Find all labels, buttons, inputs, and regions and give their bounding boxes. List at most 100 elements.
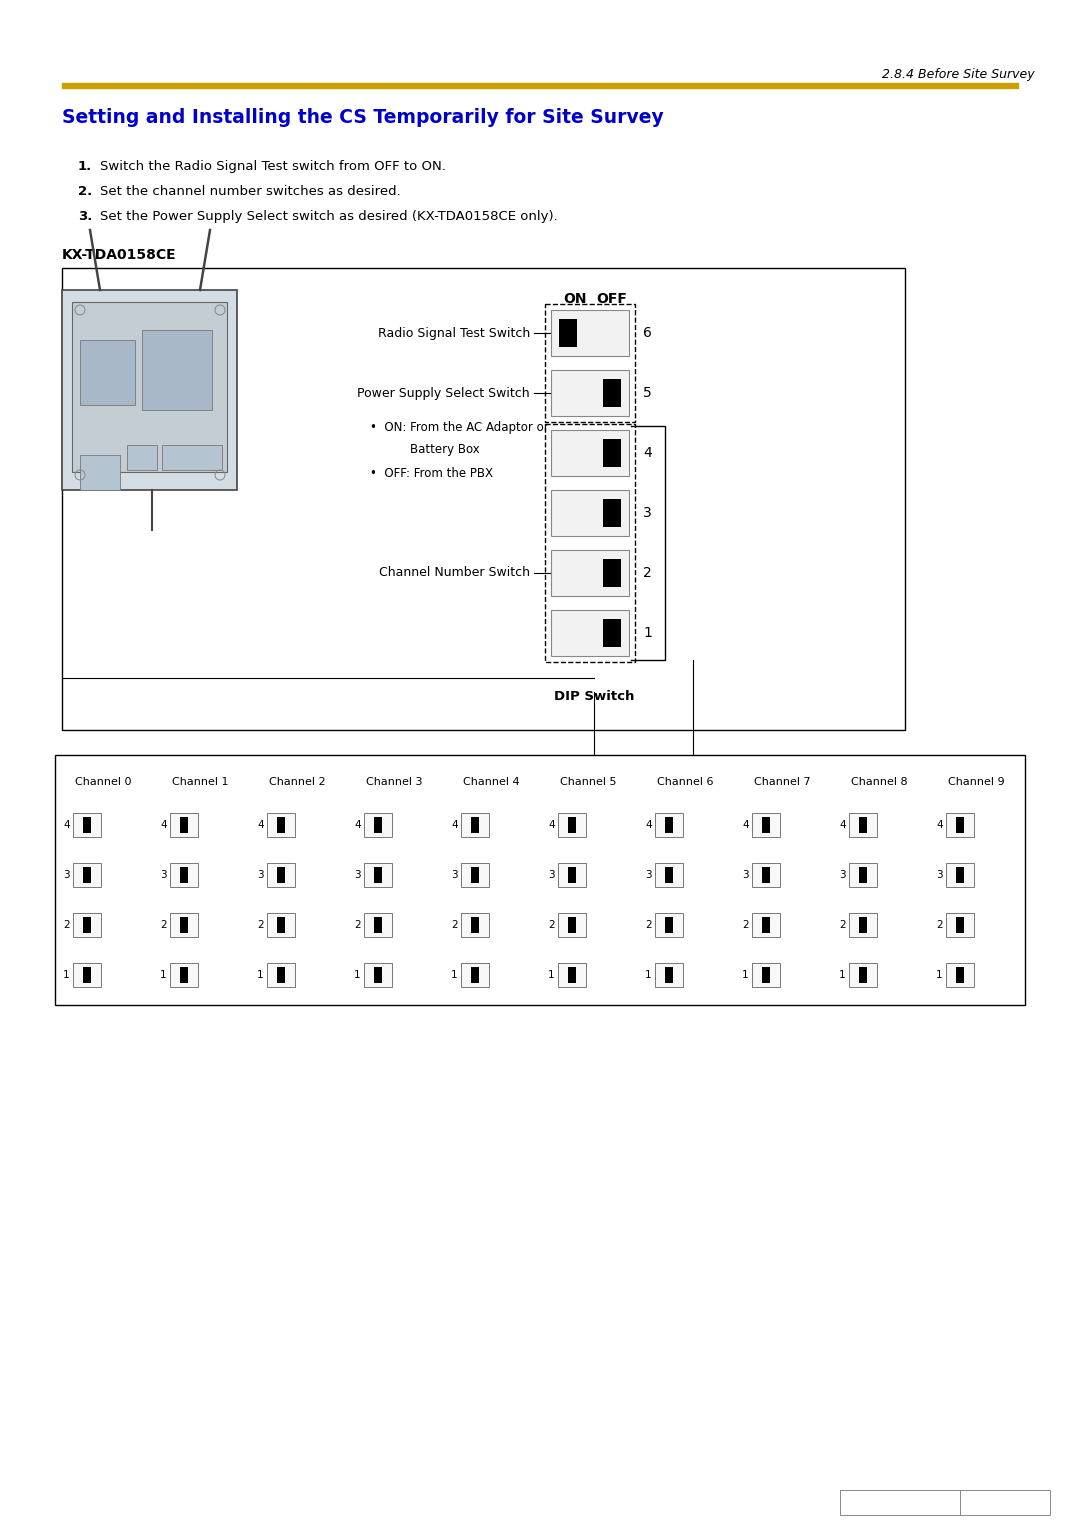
Bar [603, 379, 621, 408]
Bar [752, 812, 780, 837]
Bar [849, 863, 877, 887]
Bar [603, 499, 621, 527]
Bar [752, 964, 780, 986]
Text: Battery Box: Battery Box [410, 443, 480, 457]
Bar [267, 964, 295, 986]
Text: 4: 4 [160, 820, 166, 831]
Text: Switch the Radio Signal Test switch from OFF to ON.: Switch the Radio Signal Test switch from… [100, 160, 446, 173]
Text: 3: 3 [839, 870, 846, 880]
Bar [180, 817, 188, 834]
Bar [849, 812, 877, 837]
Bar [946, 812, 974, 837]
Bar [956, 867, 964, 883]
Text: 3: 3 [936, 870, 943, 880]
Bar [170, 863, 198, 887]
Bar [62, 82, 1018, 89]
Text: 4: 4 [257, 820, 264, 831]
Bar [276, 867, 285, 883]
Text: Channel 9: Channel 9 [948, 777, 1004, 786]
Bar [83, 967, 91, 983]
Bar [752, 863, 780, 887]
Bar [267, 863, 295, 887]
Bar [73, 964, 102, 986]
Text: 4: 4 [63, 820, 69, 831]
Text: Channel 5: Channel 5 [561, 777, 617, 786]
Bar [461, 863, 489, 887]
Bar [471, 867, 480, 883]
Bar [374, 918, 382, 933]
Bar [55, 754, 1025, 1005]
Text: •  OFF: From the PBX: • OFF: From the PBX [370, 467, 492, 479]
Text: 2: 2 [936, 919, 943, 930]
Text: 3: 3 [645, 870, 651, 880]
Text: 3: 3 [643, 505, 651, 521]
Bar [568, 817, 576, 834]
Text: Channel 6: Channel 6 [658, 777, 714, 786]
Bar [762, 817, 770, 834]
Text: 1: 1 [645, 970, 651, 980]
Bar [603, 618, 621, 647]
Bar [946, 913, 974, 938]
Text: 4: 4 [742, 820, 748, 831]
Bar [267, 812, 295, 837]
Bar [665, 867, 673, 883]
Text: 2: 2 [63, 919, 69, 930]
Bar [558, 863, 586, 887]
Text: 2: 2 [548, 919, 555, 930]
Bar [558, 812, 586, 837]
Text: Channel 8: Channel 8 [851, 777, 908, 786]
Bar [374, 967, 382, 983]
Text: 161: 161 [991, 1496, 1018, 1509]
Bar [374, 817, 382, 834]
Text: 2: 2 [839, 919, 846, 930]
Text: ON: ON [564, 292, 586, 305]
Text: 1: 1 [936, 970, 943, 980]
Bar [956, 817, 964, 834]
Text: 3: 3 [63, 870, 69, 880]
Bar [568, 967, 576, 983]
Bar [956, 918, 964, 933]
Text: 5: 5 [643, 386, 651, 400]
Bar [276, 817, 285, 834]
Bar [840, 1490, 1050, 1515]
Bar [267, 913, 295, 938]
Text: 4: 4 [839, 820, 846, 831]
Bar [471, 967, 480, 983]
Bar [859, 918, 867, 933]
Bar [558, 964, 586, 986]
Bar [752, 913, 780, 938]
Bar [170, 913, 198, 938]
Bar [170, 812, 198, 837]
Bar [654, 913, 683, 938]
Bar [551, 370, 629, 415]
Text: 3: 3 [160, 870, 166, 880]
Text: 1: 1 [160, 970, 166, 980]
Bar [551, 550, 629, 596]
Text: Radio Signal Test Switch: Radio Signal Test Switch [378, 327, 530, 339]
Text: Channel 7: Channel 7 [754, 777, 811, 786]
Bar [762, 918, 770, 933]
Bar [62, 269, 905, 730]
Text: 4: 4 [451, 820, 458, 831]
Text: 2: 2 [257, 919, 264, 930]
Bar [551, 310, 629, 356]
Bar [80, 455, 120, 490]
Bar [364, 812, 392, 837]
Bar [551, 609, 629, 657]
Bar [180, 967, 188, 983]
Text: Set the channel number switches as desired.: Set the channel number switches as desir… [100, 185, 401, 199]
Bar [603, 438, 621, 467]
Bar [946, 863, 974, 887]
Bar [364, 913, 392, 938]
Text: 3: 3 [742, 870, 748, 880]
Bar [551, 431, 629, 476]
Text: DIP Switch: DIP Switch [554, 690, 634, 702]
Text: Setting and Installing the CS Temporarily for Site Survey: Setting and Installing the CS Temporaril… [62, 108, 664, 127]
Bar [956, 967, 964, 983]
Text: 1: 1 [548, 970, 555, 980]
Bar [762, 967, 770, 983]
Bar [849, 964, 877, 986]
Bar [568, 867, 576, 883]
Bar [849, 913, 877, 938]
Text: 2: 2 [451, 919, 458, 930]
